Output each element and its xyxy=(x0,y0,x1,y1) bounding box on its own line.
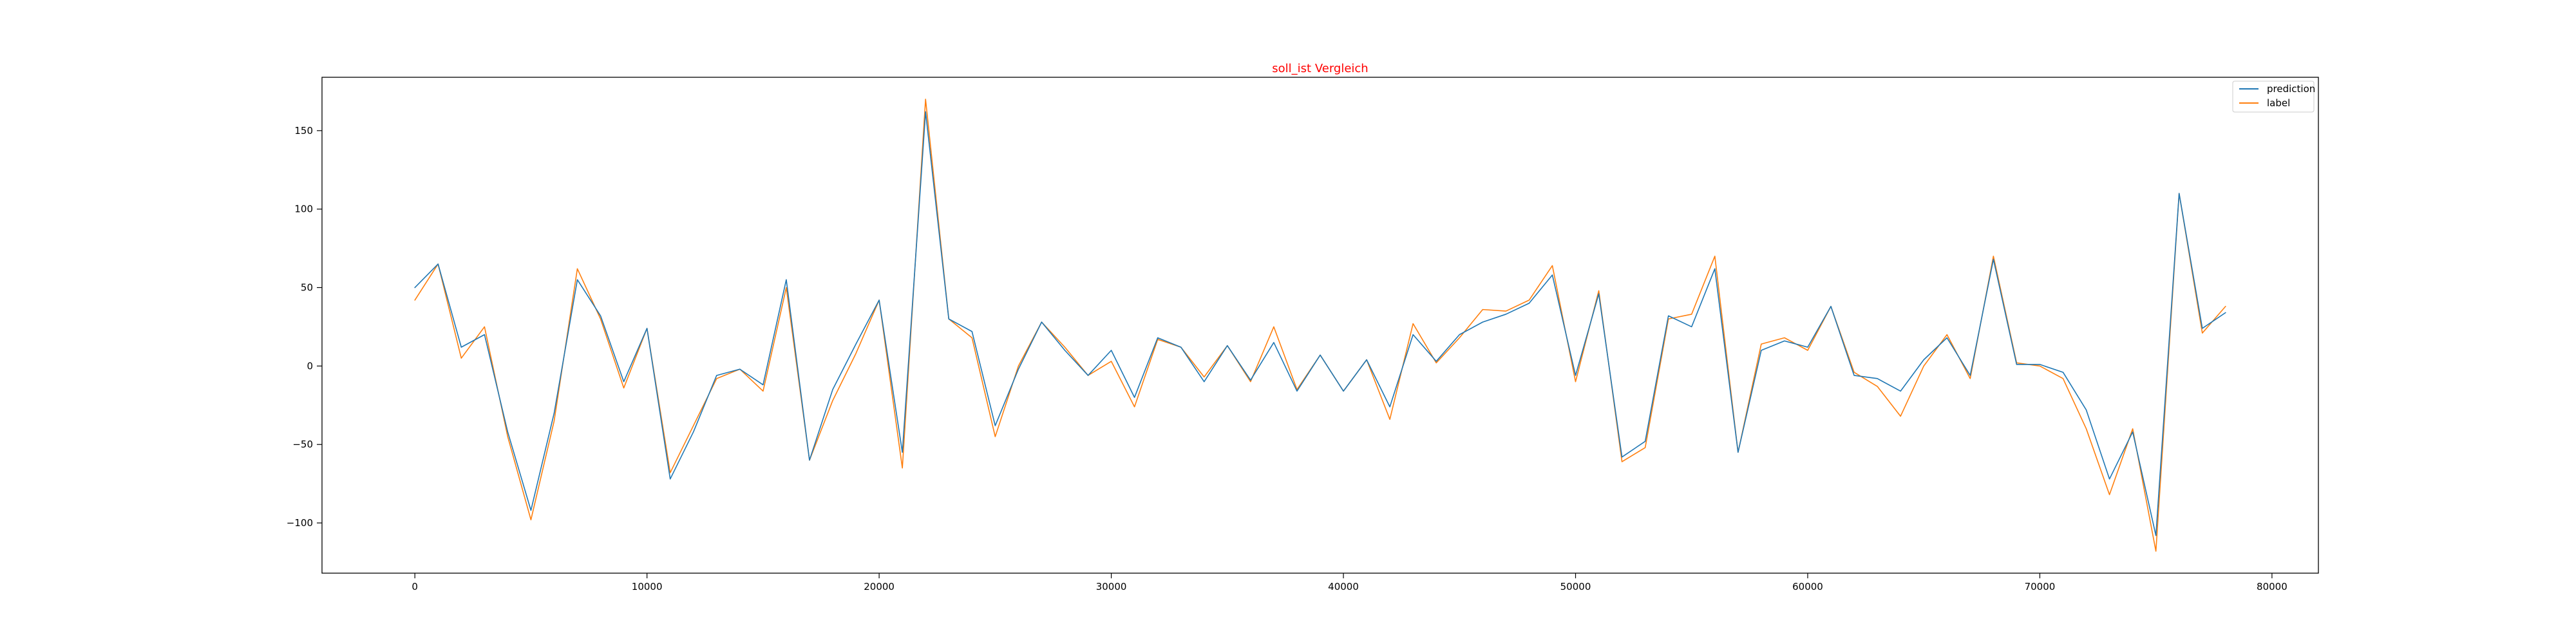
x-tick-label: 10000 xyxy=(632,581,663,592)
y-axis: −100 −50 0 50 100 150 xyxy=(287,125,322,529)
x-tick-label: 50000 xyxy=(1560,581,1591,592)
x-tick-label: 80000 xyxy=(2257,581,2287,592)
plot-area-frame xyxy=(321,77,2319,574)
y-tick-label: −50 xyxy=(292,439,313,450)
y-tick-label: 150 xyxy=(294,125,313,137)
legend: prediction label xyxy=(2232,80,2315,113)
y-tick-label: 50 xyxy=(301,282,313,294)
legend-label-prediction: prediction xyxy=(2267,83,2315,95)
x-tick-label: 0 xyxy=(412,581,418,592)
y-tick-label: 0 xyxy=(307,360,313,372)
legend-label-label: label xyxy=(2267,97,2290,109)
x-tick-label: 40000 xyxy=(1328,581,1359,592)
chart-title: soll_ist Vergleich xyxy=(1272,62,1368,75)
x-tick-label: 60000 xyxy=(1792,581,1823,592)
series-line-prediction xyxy=(414,111,2226,536)
y-tick-label: 100 xyxy=(294,204,313,215)
x-tick-label: 70000 xyxy=(2025,581,2056,592)
series-layer xyxy=(414,99,2226,552)
x-axis: 0 10000 20000 30000 40000 50000 60000 70000 8000… xyxy=(412,573,2287,592)
y-tick-label: −100 xyxy=(287,517,313,529)
x-tick-label: 20000 xyxy=(864,581,895,592)
x-tick-label: 30000 xyxy=(1096,581,1127,592)
